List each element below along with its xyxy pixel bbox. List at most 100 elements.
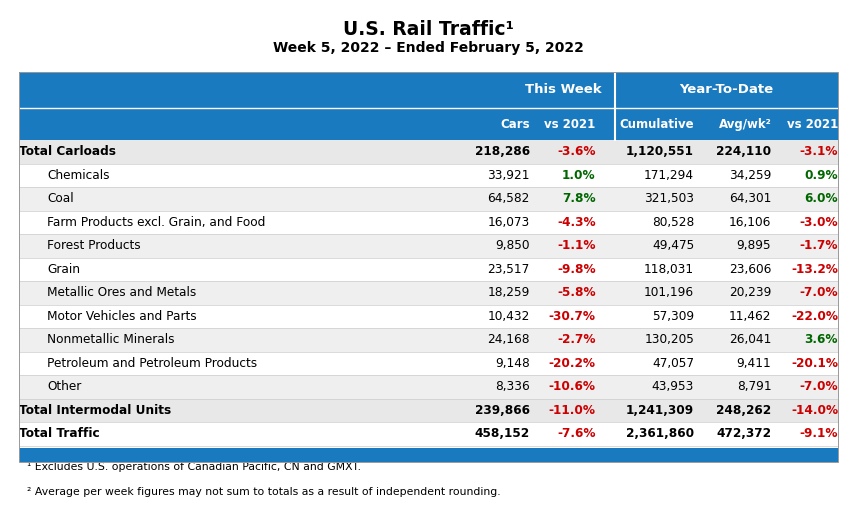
Text: 18,259: 18,259	[488, 286, 530, 299]
Text: 26,041: 26,041	[729, 333, 771, 346]
Text: 9,148: 9,148	[494, 357, 530, 370]
Text: 171,294: 171,294	[644, 169, 694, 182]
Text: Total Traffic: Total Traffic	[19, 427, 99, 440]
FancyBboxPatch shape	[19, 72, 838, 108]
Text: 239,866: 239,866	[475, 404, 530, 417]
FancyBboxPatch shape	[19, 422, 838, 446]
Text: 3.6%: 3.6%	[805, 333, 838, 346]
Text: 23,606: 23,606	[729, 263, 771, 276]
FancyBboxPatch shape	[19, 258, 838, 281]
FancyBboxPatch shape	[19, 187, 838, 211]
Text: -11.0%: -11.0%	[548, 404, 596, 417]
Text: -14.0%: -14.0%	[791, 404, 838, 417]
Text: U.S. Rail Traffic¹: U.S. Rail Traffic¹	[343, 20, 514, 39]
Text: -20.2%: -20.2%	[548, 357, 596, 370]
Text: -4.3%: -4.3%	[557, 216, 596, 229]
FancyBboxPatch shape	[19, 164, 838, 187]
Text: 0.9%: 0.9%	[805, 169, 838, 182]
Text: -2.7%: -2.7%	[557, 333, 596, 346]
Text: 118,031: 118,031	[644, 263, 694, 276]
Text: -3.0%: -3.0%	[800, 216, 838, 229]
Text: 49,475: 49,475	[652, 239, 694, 252]
Text: -1.1%: -1.1%	[557, 239, 596, 252]
Text: 11,462: 11,462	[728, 310, 771, 323]
FancyBboxPatch shape	[19, 352, 838, 375]
Text: 43,953: 43,953	[652, 380, 694, 393]
FancyBboxPatch shape	[19, 305, 838, 328]
Text: -22.0%: -22.0%	[791, 310, 838, 323]
Text: 130,205: 130,205	[644, 333, 694, 346]
Text: Petroleum and Petroleum Products: Petroleum and Petroleum Products	[47, 357, 257, 370]
Text: Year-To-Date: Year-To-Date	[680, 83, 774, 97]
Text: 80,528: 80,528	[652, 216, 694, 229]
Text: -10.6%: -10.6%	[548, 380, 596, 393]
Text: 34,259: 34,259	[729, 169, 771, 182]
Text: Week 5, 2022 – Ended February 5, 2022: Week 5, 2022 – Ended February 5, 2022	[273, 41, 584, 55]
Text: 7.8%: 7.8%	[562, 192, 596, 205]
Text: -13.2%: -13.2%	[791, 263, 838, 276]
Text: 321,503: 321,503	[644, 192, 694, 205]
Text: -5.8%: -5.8%	[557, 286, 596, 299]
FancyBboxPatch shape	[19, 281, 838, 305]
Text: Cars: Cars	[500, 118, 530, 131]
Text: Motor Vehicles and Parts: Motor Vehicles and Parts	[47, 310, 197, 323]
Text: 10,432: 10,432	[488, 310, 530, 323]
Text: 64,301: 64,301	[729, 192, 771, 205]
FancyBboxPatch shape	[19, 375, 838, 399]
Text: 1.0%: 1.0%	[562, 169, 596, 182]
Text: -3.1%: -3.1%	[800, 145, 838, 158]
Text: 16,073: 16,073	[488, 216, 530, 229]
Text: Cumulative: Cumulative	[620, 118, 694, 131]
Text: 8,336: 8,336	[494, 380, 530, 393]
Text: Total Intermodal Units: Total Intermodal Units	[19, 404, 171, 417]
FancyBboxPatch shape	[19, 328, 838, 352]
Text: 218,286: 218,286	[475, 145, 530, 158]
Text: 57,309: 57,309	[652, 310, 694, 323]
Text: -1.7%: -1.7%	[800, 239, 838, 252]
Text: 6.0%: 6.0%	[805, 192, 838, 205]
Text: ² Average per week figures may not sum to totals as a result of independent roun: ² Average per week figures may not sum t…	[27, 487, 501, 497]
FancyBboxPatch shape	[19, 399, 838, 422]
Text: 9,850: 9,850	[495, 239, 530, 252]
Text: 458,152: 458,152	[475, 427, 530, 440]
Text: -7.6%: -7.6%	[557, 427, 596, 440]
Text: 64,582: 64,582	[488, 192, 530, 205]
Text: 16,106: 16,106	[729, 216, 771, 229]
Text: 224,110: 224,110	[716, 145, 771, 158]
Text: 2,361,860: 2,361,860	[626, 427, 694, 440]
Text: 24,168: 24,168	[487, 333, 530, 346]
Text: 248,262: 248,262	[716, 404, 771, 417]
Text: -3.6%: -3.6%	[557, 145, 596, 158]
Text: -7.0%: -7.0%	[800, 286, 838, 299]
Text: vs 2021: vs 2021	[544, 118, 596, 131]
Text: 33,921: 33,921	[487, 169, 530, 182]
Text: 9,411: 9,411	[736, 357, 771, 370]
Text: Metallic Ores and Metals: Metallic Ores and Metals	[47, 286, 196, 299]
Text: -30.7%: -30.7%	[548, 310, 596, 323]
FancyBboxPatch shape	[19, 448, 838, 462]
Text: vs 2021: vs 2021	[787, 118, 838, 131]
Text: Farm Products excl. Grain, and Food: Farm Products excl. Grain, and Food	[47, 216, 266, 229]
Text: 1,241,309: 1,241,309	[626, 404, 694, 417]
Text: Coal: Coal	[47, 192, 74, 205]
Text: Total Carloads: Total Carloads	[19, 145, 116, 158]
Text: -20.1%: -20.1%	[791, 357, 838, 370]
Text: -7.0%: -7.0%	[800, 380, 838, 393]
Text: 9,895: 9,895	[737, 239, 771, 252]
Text: Chemicals: Chemicals	[47, 169, 110, 182]
FancyBboxPatch shape	[19, 140, 838, 164]
FancyBboxPatch shape	[19, 234, 838, 258]
Text: 101,196: 101,196	[644, 286, 694, 299]
Text: 20,239: 20,239	[729, 286, 771, 299]
Text: 1,120,551: 1,120,551	[626, 145, 694, 158]
Text: This Week: This Week	[524, 83, 602, 97]
Text: 23,517: 23,517	[488, 263, 530, 276]
Text: Grain: Grain	[47, 263, 81, 276]
Text: Avg/wk²: Avg/wk²	[718, 118, 771, 131]
FancyBboxPatch shape	[19, 108, 838, 140]
Text: Nonmetallic Minerals: Nonmetallic Minerals	[47, 333, 175, 346]
FancyBboxPatch shape	[19, 211, 838, 234]
Text: ¹ Excludes U.S. operations of Canadian Pacific, CN and GMXT.: ¹ Excludes U.S. operations of Canadian P…	[27, 462, 362, 473]
Text: -9.1%: -9.1%	[800, 427, 838, 440]
Text: 8,791: 8,791	[737, 380, 771, 393]
